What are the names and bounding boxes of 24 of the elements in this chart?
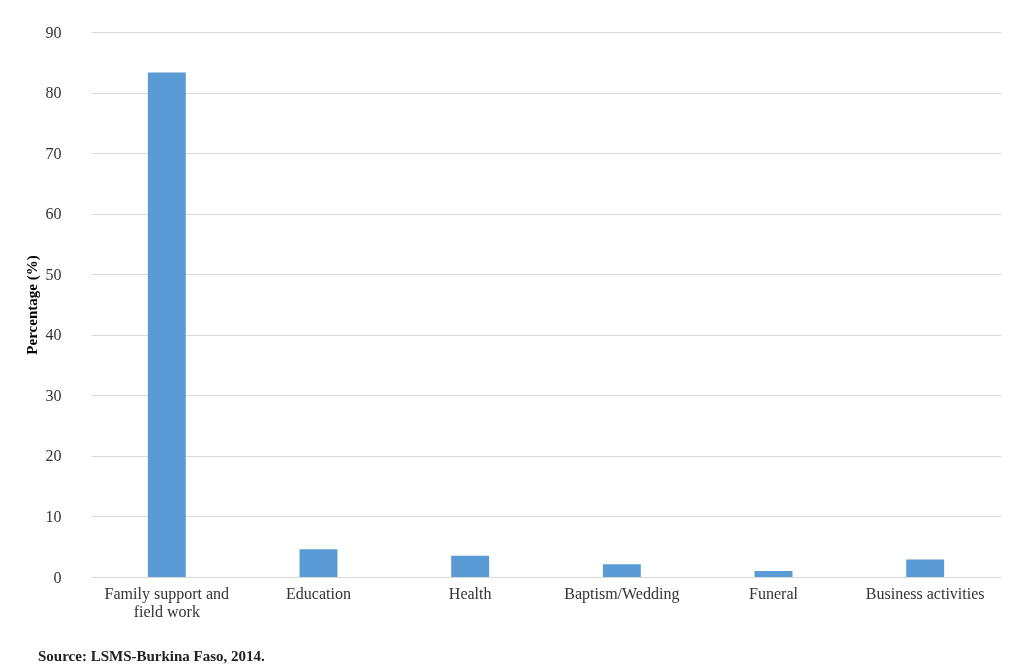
- y-tick-label: 30: [45, 386, 62, 404]
- bar: [602, 564, 641, 577]
- y-tick-label: 90: [45, 23, 62, 41]
- y-axis-title: Percentage (%): [23, 255, 41, 355]
- bar: [906, 559, 945, 577]
- y-tick-label: 20: [45, 447, 62, 465]
- bar: [147, 72, 186, 577]
- x-tick-label: Baptism/Wedding: [564, 584, 680, 603]
- y-tick-label: 80: [45, 84, 62, 102]
- x-tick-label: Funeral: [749, 584, 799, 602]
- y-tick-label: 40: [45, 326, 62, 344]
- bar: [451, 555, 490, 577]
- bar: [754, 570, 793, 577]
- x-tick-label: Education: [286, 584, 351, 602]
- x-tick-label: Health: [448, 584, 492, 602]
- y-tick-label: 70: [45, 144, 62, 162]
- source-note: Source: LSMS-Burkina Faso, 2014.: [38, 648, 265, 665]
- bar: [299, 549, 338, 577]
- y-tick-label: 50: [45, 265, 62, 283]
- y-tick-label: 60: [45, 205, 62, 223]
- y-tick-label: 0: [53, 568, 62, 586]
- y-tick-label: 10: [45, 507, 62, 525]
- x-tick-label: Family support and field work: [104, 584, 230, 620]
- x-tick-label: Business activities: [865, 584, 985, 602]
